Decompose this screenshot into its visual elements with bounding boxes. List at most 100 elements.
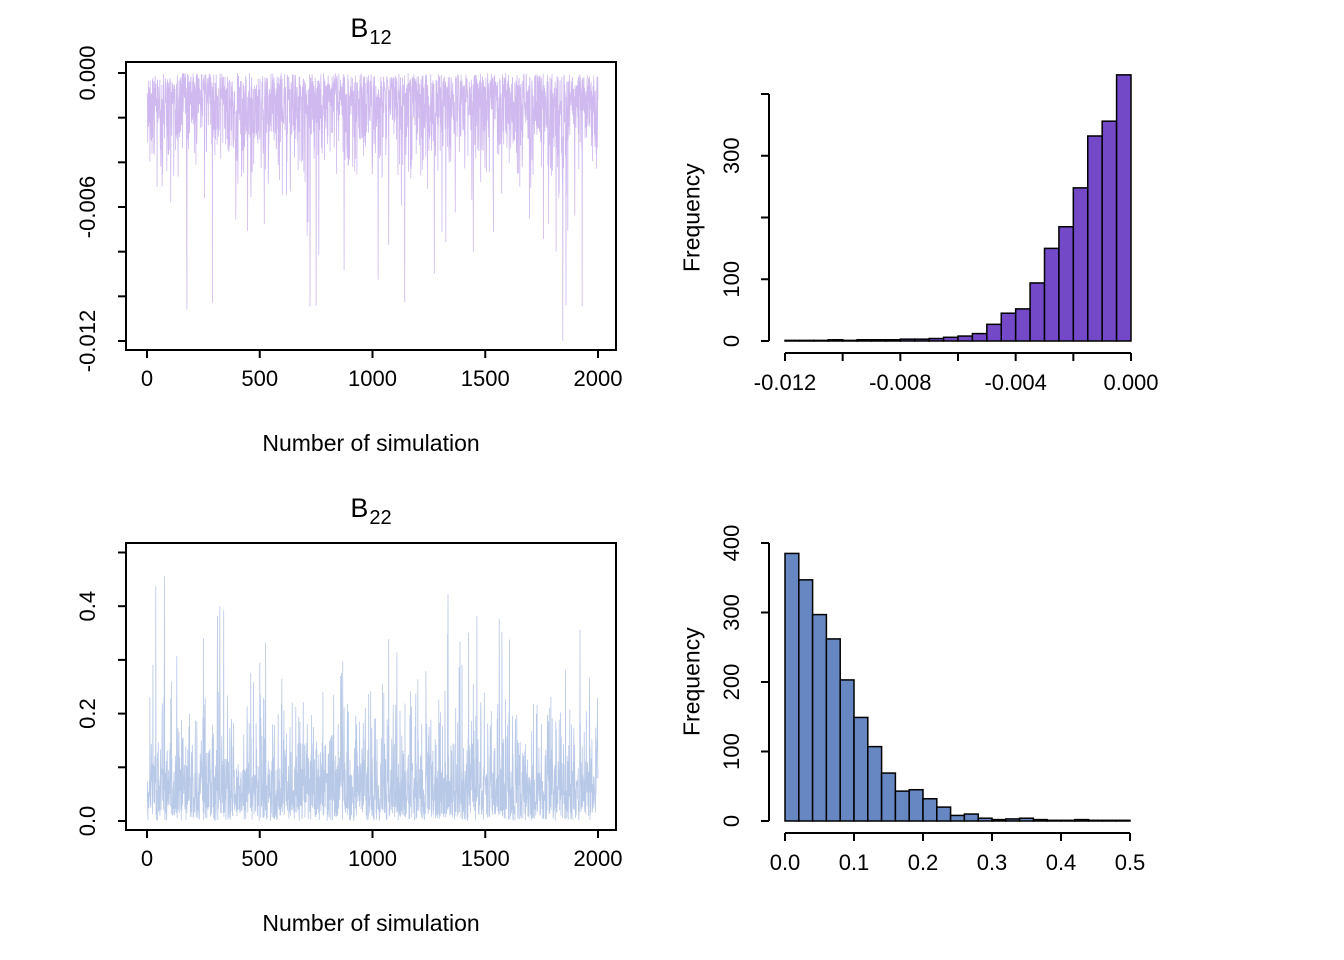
x-tick-label: 500 [241, 366, 278, 391]
hist-bar [963, 813, 979, 822]
trace-line [146, 575, 599, 821]
y-tick-label: 0.000 [75, 45, 100, 100]
y-tick-label: 300 [719, 137, 744, 174]
hist-bar [1000, 312, 1017, 342]
hist-bar [867, 745, 883, 822]
title-base: B [350, 493, 369, 523]
y-tick-label: 100 [719, 733, 744, 770]
x-tick-label: 1000 [348, 366, 397, 391]
hist-bar [885, 339, 902, 342]
x-tick-label: 2000 [574, 366, 623, 391]
x-tick-label: 0.4 [1046, 850, 1077, 875]
hist-bar [1087, 819, 1104, 822]
hist-bar [1087, 135, 1103, 342]
y-tick-label: 0.4 [75, 591, 100, 622]
hist-bar [1101, 819, 1117, 822]
x-tick-label: 0 [141, 366, 153, 391]
hist-bar [856, 339, 873, 342]
hist-bar [1101, 120, 1118, 342]
y-axis-label: Frequency [678, 627, 705, 737]
hist-bar [825, 638, 841, 822]
hist-bar [971, 332, 988, 342]
hist-bar [977, 817, 993, 822]
y-tick-label: -0.012 [75, 310, 100, 372]
title-subscript: 22 [369, 507, 392, 529]
x-tick-label: 0.1 [839, 850, 870, 875]
trace-line [146, 72, 599, 341]
hist-bar [798, 339, 815, 342]
hist-bar [811, 613, 828, 822]
x-tick-label: -0.004 [984, 370, 1046, 395]
hist-bar [1029, 282, 1046, 342]
panel-trace-b12: 0 500 1000 1500 2000 0.000 -0.006 -0.012 B12 Nu… [0, 0, 672, 480]
hist-bar [1058, 226, 1075, 342]
y-tick-label: 400 [719, 525, 744, 562]
hist-bar [986, 323, 1002, 342]
x-tick-label: 0.000 [1103, 370, 1158, 395]
hist-bar [1115, 819, 1131, 822]
hist-bar [1060, 819, 1076, 822]
hist-bar [784, 339, 801, 342]
hist-bar [899, 338, 916, 342]
hist-bar [894, 790, 910, 822]
x-tick-label: -0.008 [869, 370, 931, 395]
x-axis-label: Number of simulation [262, 910, 480, 936]
plot-title-b12: B12 [126, 11, 616, 49]
hist-bar [914, 338, 930, 342]
y-tick-label: 100 [719, 261, 744, 298]
panel-trace-b22: 0 500 1000 1500 2000 0.0 0.2 0.4 B22 Number of … [0, 480, 672, 960]
y-tick-label: 0.0 [75, 806, 100, 837]
hist-bar [908, 788, 924, 822]
y-tick-label: 0 [719, 335, 744, 347]
hist-bar [1018, 817, 1035, 822]
hist-b22-plot: 0 100 200 300 400 0.0 0.1 0.2 0.3 0.4 0.5 [719, 525, 1146, 875]
x-tick-label: 1000 [348, 846, 397, 871]
x-tick-label: 0.2 [908, 850, 939, 875]
title-base: B [350, 13, 369, 43]
title-subscript: 12 [369, 27, 392, 49]
x-tick-label: 1500 [461, 846, 510, 871]
hist-bar [1032, 818, 1048, 822]
y-tick-label: -0.006 [75, 176, 100, 238]
hist-bar [936, 806, 952, 822]
hist-bar [949, 814, 966, 822]
x-tick-label: 0.3 [977, 850, 1008, 875]
y-tick-label: 200 [719, 664, 744, 701]
x-tick-label: 0.5 [1115, 850, 1146, 875]
hist-bar [841, 339, 858, 342]
x-tick-label: -0.012 [754, 370, 816, 395]
hist-bar [853, 716, 869, 822]
hist-bar [1115, 74, 1132, 342]
hist-bar [942, 336, 959, 342]
x-tick-label: 0 [141, 846, 153, 871]
y-axis-label: Frequency [678, 163, 705, 272]
hist-bar [1014, 308, 1031, 342]
x-tick-label: 2000 [574, 846, 623, 871]
plot-box [125, 542, 617, 831]
hist-bar [798, 579, 814, 822]
hist-bar [1005, 818, 1021, 822]
y-tick-label: 0 [719, 815, 744, 827]
hist-bar [839, 679, 855, 822]
x-tick-label: 0.0 [770, 850, 801, 875]
hist-bar [1074, 818, 1090, 822]
x-tick-label: 1500 [461, 366, 510, 391]
hist-bar [928, 337, 945, 342]
trace-b22-plot: 0 500 1000 1500 2000 0.0 0.2 0.4 [75, 542, 623, 871]
x-tick-label: 500 [241, 846, 278, 871]
hist-bar [957, 335, 974, 342]
hist-bar [870, 339, 887, 342]
y-tick-label: 0.2 [75, 698, 100, 729]
hist-bar [1072, 187, 1089, 342]
hist-bar [1046, 819, 1062, 822]
hist-b12-plot: 0 100 300 -0.012 -0.008 -0.004 0.000 [719, 74, 1159, 395]
hist-bar [922, 798, 938, 822]
trace-b12-plot: 0 500 1000 1500 2000 0.000 -0.006 -0.012 [75, 45, 623, 391]
hist-bar [1043, 247, 1060, 342]
hist-bar [827, 339, 844, 342]
hist-bar [784, 552, 800, 822]
hist-bar [880, 772, 897, 822]
x-axis-label: Number of simulation [262, 430, 480, 456]
panel-hist-b12: 0 100 300 -0.012 -0.008 -0.004 0.000 Frequency [672, 0, 1344, 480]
